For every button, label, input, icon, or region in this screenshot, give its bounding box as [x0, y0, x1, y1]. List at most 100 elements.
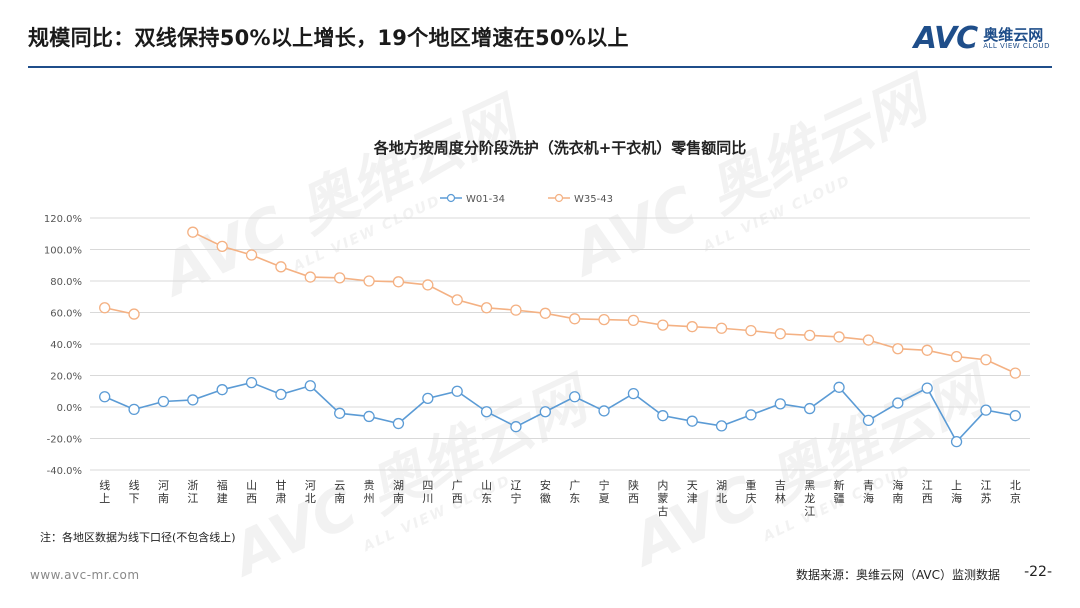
x-tick-label: 山东: [481, 479, 492, 505]
footnote: 注：各地区数据为线下口径(不包含线上): [40, 531, 236, 544]
y-tick-label: -20.0%: [47, 435, 82, 446]
header-divider: [28, 66, 1052, 68]
data-point: [980, 404, 992, 416]
legend-label: W35-43: [574, 194, 613, 205]
data-point: [216, 240, 228, 253]
data-point: [392, 276, 405, 288]
x-tick-label: 宁夏: [599, 478, 610, 505]
data-point: [715, 420, 728, 432]
data-point: [833, 381, 845, 393]
data-point: [598, 405, 610, 417]
data-point: [686, 321, 698, 333]
x-tick-label: 江苏: [980, 479, 991, 505]
y-tick-label: 80.0%: [50, 277, 82, 288]
data-point: [715, 322, 728, 334]
data-point: [187, 226, 199, 238]
x-tick-label: 上海: [951, 479, 962, 505]
data-point: [598, 313, 610, 326]
y-tick-label: 40.0%: [50, 340, 82, 351]
footer-url: www.avc-mr.com: [30, 568, 140, 582]
x-tick-label: 贵州: [364, 479, 375, 505]
data-point: [862, 414, 875, 427]
x-tick-label: 黑龙江: [804, 479, 815, 518]
data-point: [187, 394, 199, 406]
chart-title: 各地方按周度分阶段洗护（洗衣机+干衣机）零售额同比: [373, 139, 747, 157]
x-tick-label: 安徽: [540, 478, 551, 505]
footer-source: 数据来源：奥维云网（AVC）监测数据: [795, 568, 1000, 582]
data-point: [480, 406, 493, 418]
data-point: [128, 403, 140, 416]
data-point: [892, 397, 904, 409]
x-tick-label: 河北: [305, 479, 316, 505]
data-point: [539, 406, 551, 418]
legend-marker: [446, 193, 456, 203]
data-point: [422, 279, 434, 291]
y-tick-label: -40.0%: [47, 466, 82, 477]
data-point: [275, 261, 287, 273]
data-point: [774, 328, 786, 340]
data-point: [950, 350, 963, 363]
x-tick-label: 陕西: [628, 478, 639, 505]
data-point: [627, 314, 640, 327]
x-tick-label: 青海: [863, 479, 874, 505]
x-tick-label: 湖北: [716, 479, 727, 505]
logo-text: 奥维云网 ALL VIEW CLOUD: [983, 27, 1050, 51]
data-point: [774, 398, 786, 410]
data-point: [451, 294, 463, 306]
data-point: [657, 319, 669, 331]
x-tick-label: 山西: [246, 479, 257, 505]
data-point: [334, 407, 346, 419]
x-tick-label: 河南: [158, 479, 169, 505]
x-tick-label: 吉林: [775, 479, 786, 505]
page-title: 规模同比：双线保持50%以上增长，19个地区增速在50%以上: [28, 26, 629, 50]
data-point: [245, 376, 258, 389]
y-tick-label: 60.0%: [50, 309, 82, 320]
data-point: [1009, 367, 1021, 379]
x-tick-label: 江西: [922, 479, 933, 505]
data-point: [363, 275, 375, 287]
x-tick-label: 广东: [569, 479, 580, 505]
data-point: [657, 410, 669, 422]
logo-cn: 奥维云网: [983, 25, 1044, 44]
x-tick-label: 云南: [334, 479, 345, 505]
x-tick-label: 四川: [422, 479, 433, 505]
avc-logo: AVC 奥维云网 ALL VIEW CLOUD: [914, 24, 1050, 54]
x-tick-label: 福建: [217, 478, 228, 505]
data-point: [510, 421, 522, 433]
y-tick-label: 0.0%: [57, 403, 82, 414]
data-point: [304, 271, 316, 283]
data-point: [833, 331, 845, 343]
data-point: [1009, 410, 1021, 422]
data-point: [99, 302, 111, 314]
data-point: [804, 402, 816, 415]
data-point: [245, 249, 258, 261]
data-point: [304, 380, 316, 392]
data-point: [480, 302, 493, 314]
data-point: [745, 324, 757, 337]
data-point: [451, 385, 463, 397]
data-point: [275, 388, 287, 401]
logo-mark-text: AVC: [913, 21, 978, 56]
x-tick-label: 内蒙古: [657, 478, 668, 518]
data-point: [686, 415, 698, 427]
data-point: [422, 392, 434, 404]
x-tick-label: 辽宁: [510, 479, 521, 505]
series-line: [192, 231, 1016, 374]
x-tick-label: 北京: [1010, 479, 1021, 505]
x-tick-label: 海南: [892, 478, 903, 505]
data-point: [157, 395, 170, 408]
data-point: [128, 308, 140, 320]
data-point: [334, 272, 346, 284]
y-tick-label: 120.0%: [44, 214, 82, 225]
page-number: -22-: [1024, 564, 1052, 580]
data-point: [392, 417, 405, 430]
legend-marker: [554, 193, 564, 203]
data-point: [363, 410, 375, 423]
x-tick-label: 新疆: [834, 478, 845, 505]
y-tick-label: 20.0%: [50, 372, 82, 383]
legend-label: W01-34: [466, 194, 505, 205]
data-point: [627, 387, 640, 400]
data-point: [980, 354, 992, 366]
x-tick-label: 重庆: [745, 478, 756, 505]
